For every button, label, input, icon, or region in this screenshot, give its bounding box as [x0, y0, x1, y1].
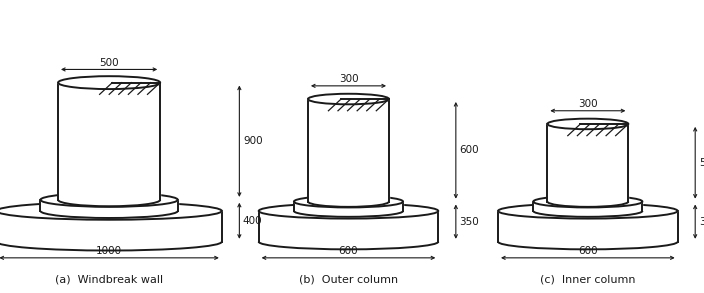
Text: (c)  Inner column: (c) Inner column [540, 274, 636, 284]
Ellipse shape [498, 203, 677, 219]
Text: (a)  Windbreak wall: (a) Windbreak wall [55, 274, 163, 284]
Ellipse shape [534, 196, 642, 207]
Ellipse shape [58, 76, 161, 89]
Text: 600: 600 [339, 246, 358, 256]
Polygon shape [259, 211, 438, 242]
Polygon shape [548, 124, 628, 202]
Ellipse shape [0, 202, 222, 220]
Text: 1000: 1000 [96, 246, 122, 256]
Ellipse shape [259, 203, 438, 219]
Text: 500: 500 [99, 58, 119, 68]
Polygon shape [498, 211, 677, 242]
Polygon shape [294, 202, 403, 211]
Text: 300: 300 [339, 74, 358, 84]
Polygon shape [308, 99, 389, 202]
Polygon shape [534, 202, 642, 211]
Polygon shape [0, 211, 222, 242]
Text: 350: 350 [698, 217, 704, 227]
Polygon shape [58, 83, 161, 200]
Text: 500: 500 [698, 158, 704, 168]
Text: 600: 600 [578, 246, 598, 256]
Text: 600: 600 [460, 145, 479, 155]
Text: (b)  Outer column: (b) Outer column [299, 274, 398, 284]
Ellipse shape [308, 94, 389, 104]
Ellipse shape [547, 119, 628, 129]
Ellipse shape [41, 193, 177, 207]
Text: 400: 400 [243, 216, 263, 226]
Ellipse shape [294, 196, 403, 207]
Text: 350: 350 [460, 217, 479, 227]
Polygon shape [40, 200, 177, 211]
Text: 300: 300 [578, 99, 598, 109]
Text: 900: 900 [243, 136, 263, 146]
